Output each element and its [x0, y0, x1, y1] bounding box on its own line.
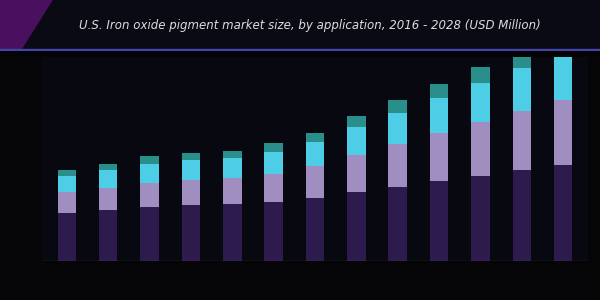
Bar — [99, 170, 118, 188]
Bar — [140, 156, 159, 164]
Bar — [99, 210, 118, 261]
Bar — [58, 192, 76, 213]
Bar — [99, 164, 118, 170]
Bar — [471, 83, 490, 122]
Polygon shape — [0, 0, 52, 51]
Bar — [265, 174, 283, 202]
Bar — [347, 128, 365, 155]
Bar — [347, 192, 365, 261]
Bar — [305, 142, 325, 166]
Bar — [305, 133, 325, 142]
Bar — [58, 213, 76, 261]
Bar — [471, 122, 490, 176]
Bar — [471, 176, 490, 261]
Bar — [388, 112, 407, 144]
Bar — [265, 152, 283, 174]
Bar — [512, 51, 531, 68]
Bar — [512, 111, 531, 170]
Bar — [388, 144, 407, 187]
Bar — [223, 158, 242, 178]
Text: U.S. Iron oxide pigment market size, by application, 2016 - 2028 (USD Million): U.S. Iron oxide pigment market size, by … — [79, 19, 541, 32]
Bar — [430, 98, 448, 133]
Bar — [471, 67, 490, 83]
Bar — [554, 165, 572, 261]
Bar — [140, 164, 159, 183]
Bar — [0, 49, 600, 51]
Bar — [430, 181, 448, 261]
Bar — [265, 143, 283, 152]
Bar — [58, 170, 76, 176]
Bar — [223, 178, 242, 204]
Bar — [305, 198, 325, 261]
Bar — [554, 100, 572, 165]
Bar — [388, 187, 407, 261]
Bar — [388, 100, 407, 112]
Bar — [347, 155, 365, 192]
Bar — [430, 84, 448, 98]
Bar — [140, 183, 159, 207]
Bar — [223, 151, 242, 158]
Bar — [305, 167, 325, 198]
Bar — [430, 133, 448, 181]
Bar — [99, 188, 118, 210]
Bar — [223, 204, 242, 261]
Bar — [182, 206, 200, 261]
Bar — [512, 68, 531, 111]
Bar — [182, 160, 200, 180]
Bar — [554, 53, 572, 100]
Bar — [58, 176, 76, 192]
Bar — [347, 116, 365, 128]
Bar — [554, 35, 572, 53]
Bar — [512, 170, 531, 261]
Bar — [182, 180, 200, 206]
Bar — [140, 207, 159, 261]
Bar — [182, 152, 200, 160]
Bar — [265, 202, 283, 261]
